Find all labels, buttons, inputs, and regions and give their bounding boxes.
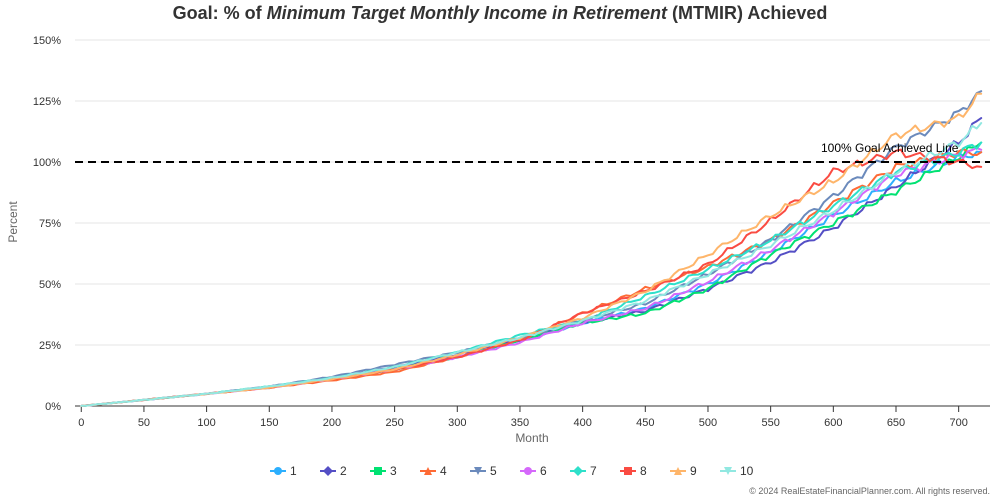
legend-marker-triangle <box>424 467 432 475</box>
y-tick-label: 125% <box>33 96 61 108</box>
x-tick-label: 150 <box>260 417 278 429</box>
x-tick-label: 250 <box>385 417 403 429</box>
legend-label: 7 <box>590 464 597 478</box>
series-line-1 <box>80 150 983 407</box>
legend-marker-triangle-down <box>474 467 482 475</box>
legend-item-6[interactable]: 6 <box>520 464 547 478</box>
legend-label: 4 <box>440 464 447 478</box>
legend-marker-square <box>374 467 382 475</box>
chart-title: Goal: % of Minimum Target Monthly Income… <box>173 3 828 23</box>
chart-title-suffix: (MTMIR) Achieved <box>667 3 827 23</box>
legend: 1 2 3 4 5 6 7 8 9 10 <box>270 464 754 478</box>
legend-marker-triangle <box>674 467 682 475</box>
goal-line-label: 100% Goal Achieved Line <box>821 141 959 155</box>
legend-label: 8 <box>640 464 647 478</box>
x-tick-label: 300 <box>448 417 466 429</box>
legend-label: 5 <box>490 464 497 478</box>
y-tick-label: 150% <box>33 35 61 47</box>
x-tick-label: 700 <box>949 417 967 429</box>
x-tick-label: 200 <box>323 417 341 429</box>
x-axis-ticks: 0 50 100 150 200 250 300 350 400 450 500 550 600 650 7… <box>78 406 968 429</box>
legend-marker-circle <box>524 467 532 475</box>
x-tick-label: 400 <box>573 417 591 429</box>
x-tick-label: 0 <box>78 417 84 429</box>
legend-marker-triangle-down <box>724 467 732 475</box>
legend-label: 3 <box>390 464 397 478</box>
series-line-3 <box>80 141 983 407</box>
legend-label: 2 <box>340 464 347 478</box>
series-line-8 <box>80 148 983 407</box>
x-tick-label: 500 <box>699 417 717 429</box>
x-tick-label: 350 <box>511 417 529 429</box>
chart-title-prefix: Goal: % of <box>173 3 267 23</box>
legend-label: 9 <box>690 464 697 478</box>
series-line-7 <box>80 141 983 407</box>
legend-marker-square <box>624 467 632 475</box>
x-tick-label: 550 <box>761 417 779 429</box>
legend-label: 6 <box>540 464 547 478</box>
x-tick-label: 600 <box>824 417 842 429</box>
grid-lines <box>75 39 990 346</box>
x-tick-label: 450 <box>636 417 654 429</box>
legend-item-2[interactable]: 2 <box>320 464 347 478</box>
chart-title-emphasis: Minimum Target Monthly Income in Retirem… <box>267 3 668 23</box>
legend-item-5[interactable]: 5 <box>470 464 497 478</box>
legend-item-8[interactable]: 8 <box>620 464 647 478</box>
x-tick-label: 100 <box>197 417 215 429</box>
series-lines <box>80 90 983 407</box>
legend-marker-circle <box>274 467 282 475</box>
legend-label: 1 <box>290 464 297 478</box>
legend-item-7[interactable]: 7 <box>570 464 597 478</box>
legend-item-3[interactable]: 3 <box>370 464 397 478</box>
x-tick-label: 50 <box>138 417 150 429</box>
y-tick-label: 100% <box>33 157 61 169</box>
legend-item-1[interactable]: 1 <box>270 464 297 478</box>
series-line-5 <box>80 90 983 407</box>
y-tick-label: 75% <box>39 218 61 230</box>
legend-item-4[interactable]: 4 <box>420 464 447 478</box>
y-tick-label: 0% <box>45 401 61 413</box>
legend-marker-diamond <box>323 466 333 476</box>
legend-label: 10 <box>740 464 754 478</box>
legend-item-10[interactable]: 10 <box>720 464 754 478</box>
y-tick-label: 25% <box>39 340 61 352</box>
series-line-10 <box>80 122 983 407</box>
y-axis-title: Percent <box>6 201 20 243</box>
legend-item-9[interactable]: 9 <box>670 464 697 478</box>
series-line-4 <box>80 147 983 407</box>
credit-text: © 2024 RealEstateFinancialPlanner.com. A… <box>749 486 990 496</box>
y-axis-ticks: 0% 25% 50% 75% 100% 125% 150% <box>33 35 61 413</box>
x-tick-label: 650 <box>887 417 905 429</box>
y-tick-label: 50% <box>39 279 61 291</box>
x-axis-title: Month <box>515 431 548 445</box>
legend-marker-diamond <box>573 466 583 476</box>
